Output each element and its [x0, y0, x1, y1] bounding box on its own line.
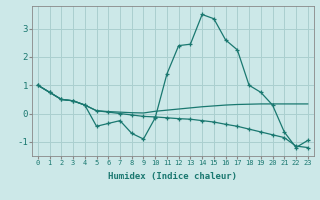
X-axis label: Humidex (Indice chaleur): Humidex (Indice chaleur)	[108, 172, 237, 181]
